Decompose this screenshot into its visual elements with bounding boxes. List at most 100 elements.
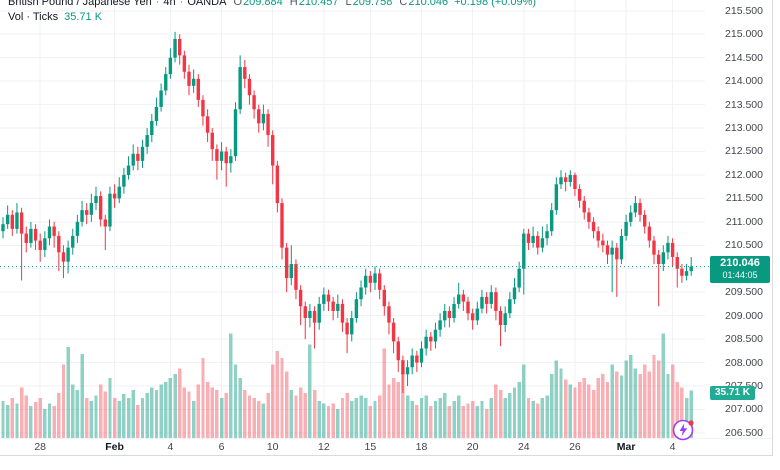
- chart-legend: British Pound / Japanese Yen · 4h · OANDA O20…: [8, 0, 536, 8]
- volume-bar: [154, 390, 159, 439]
- volume-bar: [284, 371, 289, 439]
- candle-body: [196, 78, 200, 100]
- candle-body: [563, 177, 568, 182]
- volume-bar: [354, 398, 359, 439]
- candle-body: [233, 109, 238, 157]
- volume-bar: [317, 400, 321, 439]
- candle-body: [168, 57, 173, 75]
- volume-bar: [247, 395, 252, 439]
- candle-body: [461, 294, 466, 302]
- volume-bar: [368, 406, 373, 439]
- candle-body: [215, 149, 219, 161]
- candle-body: [387, 306, 391, 323]
- candle-body: [680, 268, 684, 276]
- price-tick-label: 208.000: [725, 356, 763, 369]
- price-tick-label: 212.000: [725, 168, 763, 181]
- volume-bar: [75, 390, 80, 439]
- candle-body: [531, 235, 535, 243]
- volume-bar: [666, 373, 670, 439]
- candle-body: [554, 184, 559, 211]
- volume-bar: [484, 408, 489, 439]
- candle-body: [364, 275, 368, 288]
- candle-body: [675, 257, 679, 269]
- candle-body: [191, 78, 196, 86]
- time-tick-label: 24: [517, 441, 530, 453]
- volume-bar: [545, 395, 549, 439]
- volume-bar: [15, 403, 19, 439]
- candle-wick: [658, 249, 660, 307]
- volume-bar: [498, 390, 503, 439]
- volume-bar: [656, 360, 661, 439]
- time-tick-label: 26: [569, 441, 581, 453]
- candle-body: [345, 322, 349, 335]
- candle-body: [173, 38, 177, 58]
- volume-bar: [257, 400, 261, 439]
- candle-body: [145, 135, 149, 147]
- volume-bar: [433, 400, 438, 439]
- instant-order-button[interactable]: [671, 417, 697, 443]
- candle-body: [247, 78, 252, 96]
- bar-countdown: 01:44:05: [722, 270, 758, 280]
- candle-wick: [314, 306, 316, 349]
- candle-body: [284, 247, 289, 279]
- volume-bar: [33, 402, 38, 439]
- candle-wick: [216, 144, 218, 180]
- volume-bar: [29, 406, 33, 439]
- volume-bar: [210, 387, 214, 439]
- volume-study-title[interactable]: Vol · Ticks: [8, 11, 59, 23]
- volume-bar: [587, 384, 591, 439]
- price-tick-label: 206.500: [725, 426, 763, 439]
- volume-bar: [326, 406, 331, 439]
- time-tick-label: 18: [415, 441, 428, 453]
- volume-bar: [294, 395, 298, 439]
- volume-bar: [410, 400, 414, 439]
- candle-body: [498, 310, 503, 326]
- volume-bar: [517, 382, 521, 439]
- candle-body: [140, 146, 145, 161]
- candle-body: [526, 233, 531, 243]
- candle-body: [219, 151, 224, 161]
- volume-bar: [187, 391, 191, 439]
- volume-bar: [136, 404, 140, 439]
- volume-bar: [536, 403, 540, 439]
- candle-body: [433, 329, 438, 342]
- candle-body: [591, 221, 596, 232]
- candle-body: [178, 38, 182, 56]
- interval-button[interactable]: 4h: [163, 0, 176, 8]
- candle-wick: [304, 301, 306, 340]
- symbol-title[interactable]: British Pound / Japanese Yen: [8, 0, 152, 8]
- candle-body: [508, 299, 512, 314]
- candle-body: [252, 95, 256, 110]
- candle-body: [568, 174, 572, 182]
- volume-bar: [661, 333, 665, 439]
- volume-bar: [359, 395, 363, 439]
- candle-body: [154, 106, 159, 122]
- volume-bar: [266, 392, 270, 439]
- volume-bar: [373, 400, 377, 439]
- candle-body: [550, 210, 554, 232]
- volume-bar: [540, 398, 545, 439]
- volume-bar: [178, 368, 182, 439]
- candle-body: [271, 135, 275, 166]
- volume-bar: [638, 373, 642, 439]
- candlestick-series: [1, 31, 693, 394]
- candle-body: [71, 235, 75, 248]
- candle-body: [112, 193, 117, 199]
- candle-body: [210, 132, 214, 150]
- volume-axis-badge: 35.71 K: [710, 386, 756, 400]
- candle-body: [224, 151, 228, 164]
- volume-bar: [419, 398, 424, 439]
- volume-bar: [670, 364, 675, 439]
- volume-bar: [182, 387, 187, 439]
- exchange-label[interactable]: OANDA: [187, 0, 227, 8]
- time-axis[interactable]: 28 Feb 4 6 10 12 15 18 20 24 26 Mar 4: [0, 440, 772, 455]
- volume-bar: [10, 398, 14, 439]
- time-tick-label: 4: [167, 441, 174, 453]
- volume-bar: [563, 379, 568, 439]
- candle-body: [354, 299, 359, 318]
- volume-bar: [145, 392, 149, 439]
- candle-body: [280, 203, 284, 248]
- volume-series: [1, 333, 693, 439]
- price-axis[interactable]: 215.500 215.000 214.500 214.000 213.500 213.0…: [706, 0, 772, 439]
